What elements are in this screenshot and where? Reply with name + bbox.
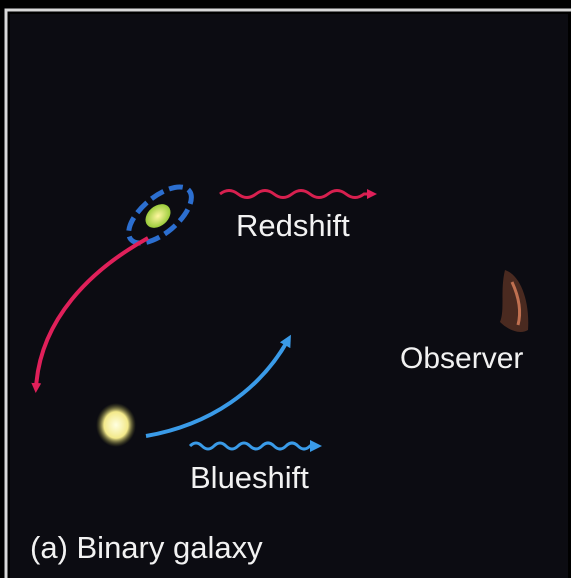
frame xyxy=(4,8,571,578)
caption: (a) Binary galaxy xyxy=(30,530,263,565)
blueshift-label: Blueshift xyxy=(190,460,309,495)
panel xyxy=(10,14,568,578)
observer-label: Observer xyxy=(400,342,523,375)
observer-figure xyxy=(500,270,529,333)
redshift-label: Redshift xyxy=(236,208,350,243)
blueshift-wave xyxy=(188,440,322,452)
orbit-arrow-blue xyxy=(145,334,291,438)
elliptical-galaxy xyxy=(96,403,136,447)
orbit-arrow-red xyxy=(31,236,149,393)
redshift-wave xyxy=(219,189,377,199)
spiral-galaxy xyxy=(126,184,194,246)
